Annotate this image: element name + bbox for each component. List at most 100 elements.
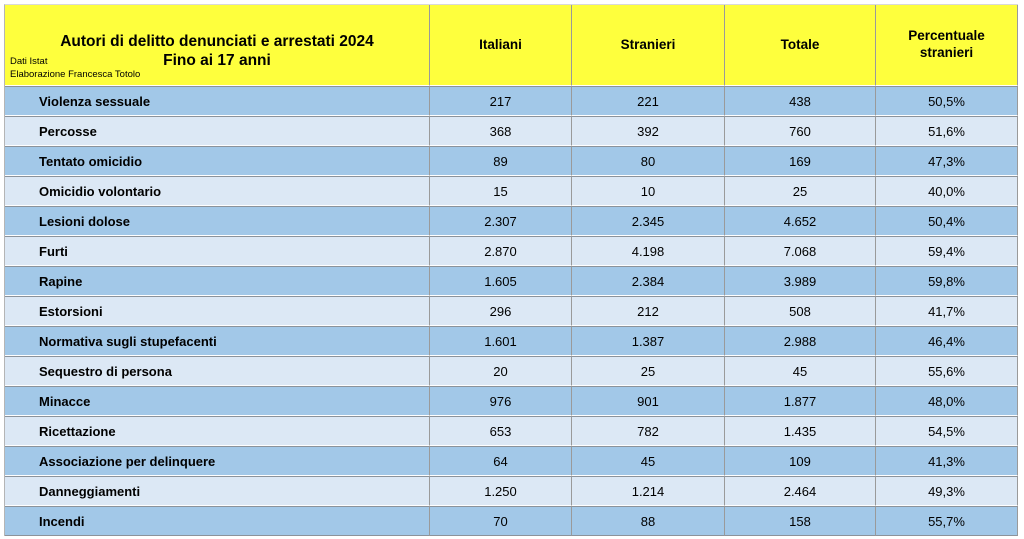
- title-line-1: Autori di delitto denunciati e arrestati…: [60, 33, 374, 51]
- row-label: Omicidio volontario: [5, 176, 430, 206]
- row-label: Ricettazione: [5, 416, 430, 446]
- cell-stranieri: 901: [572, 386, 725, 416]
- table-row: Ricettazione 653 782 1.435 54,5%: [5, 416, 1018, 446]
- cell-italiani: 1.601: [430, 326, 572, 356]
- table-row: Danneggiamenti 1.250 1.214 2.464 49,3%: [5, 476, 1018, 506]
- col-header-percentuale-stranieri: Percentuale stranieri: [876, 5, 1018, 86]
- cell-totale: 760: [725, 116, 876, 146]
- crime-table: Autori di delitto denunciati e arrestati…: [4, 4, 1018, 536]
- cell-totale: 7.068: [725, 236, 876, 266]
- cell-percentuale-stranieri: 41,7%: [876, 296, 1018, 326]
- cell-italiani: 1.605: [430, 266, 572, 296]
- cell-totale: 2.988: [725, 326, 876, 356]
- cell-stranieri: 2.384: [572, 266, 725, 296]
- cell-percentuale-stranieri: 48,0%: [876, 386, 1018, 416]
- col-header-italiani: Italiani: [430, 5, 572, 86]
- table-row: Sequestro di persona 20 25 45 55,6%: [5, 356, 1018, 386]
- cell-totale: 438: [725, 86, 876, 116]
- cell-italiani: 653: [430, 416, 572, 446]
- crime-statistics-panel: Autori di delitto denunciati e arrestati…: [4, 4, 1018, 536]
- cell-totale: 25: [725, 176, 876, 206]
- table-row: Percosse 368 392 760 51,6%: [5, 116, 1018, 146]
- cell-totale: 3.989: [725, 266, 876, 296]
- cell-totale: 1.435: [725, 416, 876, 446]
- cell-italiani: 64: [430, 446, 572, 476]
- elaboration-note: Elaborazione Francesca Totolo: [10, 69, 141, 81]
- title-cell: Autori di delitto denunciati e arrestati…: [5, 5, 430, 86]
- col-header-stranieri: Stranieri: [572, 5, 725, 86]
- cell-stranieri: 80: [572, 146, 725, 176]
- cell-percentuale-stranieri: 41,3%: [876, 446, 1018, 476]
- cell-stranieri: 10: [572, 176, 725, 206]
- cell-stranieri: 88: [572, 506, 725, 536]
- cell-percentuale-stranieri: 46,4%: [876, 326, 1018, 356]
- cell-italiani: 89: [430, 146, 572, 176]
- cell-percentuale-stranieri: 50,5%: [876, 86, 1018, 116]
- row-label: Estorsioni: [5, 296, 430, 326]
- cell-totale: 4.652: [725, 206, 876, 236]
- row-label: Associazione per delinquere: [5, 446, 430, 476]
- cell-percentuale-stranieri: 49,3%: [876, 476, 1018, 506]
- cell-percentuale-stranieri: 54,5%: [876, 416, 1018, 446]
- row-label: Violenza sessuale: [5, 86, 430, 116]
- cell-italiani: 217: [430, 86, 572, 116]
- cell-percentuale-stranieri: 40,0%: [876, 176, 1018, 206]
- row-label: Incendi: [5, 506, 430, 536]
- row-label: Normativa sugli stupefacenti: [5, 326, 430, 356]
- table-row: Minacce 976 901 1.877 48,0%: [5, 386, 1018, 416]
- cell-percentuale-stranieri: 47,3%: [876, 146, 1018, 176]
- table-row: Omicidio volontario 15 10 25 40,0%: [5, 176, 1018, 206]
- cell-stranieri: 392: [572, 116, 725, 146]
- cell-stranieri: 1.214: [572, 476, 725, 506]
- row-label: Tentato omicidio: [5, 146, 430, 176]
- cell-stranieri: 221: [572, 86, 725, 116]
- table-row: Violenza sessuale 217 221 438 50,5%: [5, 86, 1018, 116]
- cell-percentuale-stranieri: 50,4%: [876, 206, 1018, 236]
- cell-stranieri: 1.387: [572, 326, 725, 356]
- cell-stranieri: 25: [572, 356, 725, 386]
- row-label: Lesioni dolose: [5, 206, 430, 236]
- cell-percentuale-stranieri: 55,7%: [876, 506, 1018, 536]
- row-label: Rapine: [5, 266, 430, 296]
- cell-percentuale-stranieri: 55,6%: [876, 356, 1018, 386]
- cell-stranieri: 45: [572, 446, 725, 476]
- cell-percentuale-stranieri: 59,8%: [876, 266, 1018, 296]
- cell-totale: 45: [725, 356, 876, 386]
- cell-italiani: 20: [430, 356, 572, 386]
- table-row: Incendi 70 88 158 55,7%: [5, 506, 1018, 536]
- cell-totale: 158: [725, 506, 876, 536]
- cell-totale: 508: [725, 296, 876, 326]
- cell-italiani: 368: [430, 116, 572, 146]
- cell-italiani: 296: [430, 296, 572, 326]
- row-label: Danneggiamenti: [5, 476, 430, 506]
- cell-totale: 1.877: [725, 386, 876, 416]
- cell-totale: 109: [725, 446, 876, 476]
- row-label: Minacce: [5, 386, 430, 416]
- row-label: Furti: [5, 236, 430, 266]
- table-row: Associazione per delinquere 64 45 109 41,3%: [5, 446, 1018, 476]
- table-header: Autori di delitto denunciati e arrestati…: [5, 5, 1018, 86]
- cell-stranieri: 2.345: [572, 206, 725, 236]
- table-row: Rapine 1.605 2.384 3.989 59,8%: [5, 266, 1018, 296]
- col-header-totale: Totale: [725, 5, 876, 86]
- credits: Dati Istat Elaborazione Francesca Totolo: [10, 56, 140, 82]
- row-label: Percosse: [5, 116, 430, 146]
- table-row: Tentato omicidio 89 80 169 47,3%: [5, 146, 1018, 176]
- cell-stranieri: 4.198: [572, 236, 725, 266]
- cell-stranieri: 782: [572, 416, 725, 446]
- cell-totale: 169: [725, 146, 876, 176]
- cell-italiani: 2.307: [430, 206, 572, 236]
- cell-italiani: 70: [430, 506, 572, 536]
- table-row: Furti 2.870 4.198 7.068 59,4%: [5, 236, 1018, 266]
- cell-italiani: 15: [430, 176, 572, 206]
- cell-percentuale-stranieri: 51,6%: [876, 116, 1018, 146]
- title-line-2: Fino ai 17 anni: [163, 52, 271, 69]
- row-label: Sequestro di persona: [5, 356, 430, 386]
- table-body: Violenza sessuale 217 221 438 50,5% Percosse 3…: [5, 86, 1018, 536]
- cell-italiani: 976: [430, 386, 572, 416]
- source-note: Dati Istat: [10, 56, 48, 68]
- table-row: Lesioni dolose 2.307 2.345 4.652 50,4%: [5, 206, 1018, 236]
- page-title: Autori di delitto denunciati e arrestati…: [5, 19, 429, 71]
- cell-totale: 2.464: [725, 476, 876, 506]
- cell-italiani: 2.870: [430, 236, 572, 266]
